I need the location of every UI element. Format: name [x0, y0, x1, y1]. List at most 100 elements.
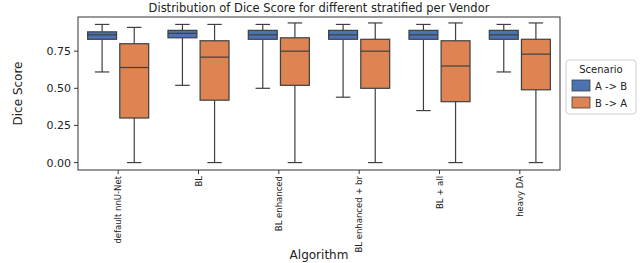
whisker-low — [101, 39, 102, 72]
x-axis-label: Algorithm — [290, 248, 349, 262]
cap-low — [207, 162, 221, 163]
box — [88, 32, 117, 39]
y-tick-label: 0.25 — [47, 119, 72, 132]
whisker-low — [214, 100, 215, 162]
whisker-low — [262, 39, 263, 88]
x-tick-label: BL enhanced + br — [354, 176, 364, 253]
y-tick-label: 0.00 — [47, 157, 72, 170]
whisker-low — [455, 102, 456, 163]
x-tick-label: BL enhanced — [274, 176, 284, 231]
x-tick — [359, 170, 360, 174]
cap-high — [288, 22, 302, 23]
median — [329, 34, 358, 35]
chart: Distribution of Dice Score for different… — [0, 0, 640, 263]
cap-low — [416, 110, 430, 111]
y-tick — [74, 51, 78, 52]
median — [489, 34, 518, 35]
box — [521, 39, 550, 90]
cap-low — [175, 85, 189, 86]
legend-box — [566, 60, 636, 114]
x-tick — [118, 170, 119, 174]
x-tick — [439, 170, 440, 174]
box — [361, 39, 390, 88]
cap-low — [497, 71, 511, 72]
cap-high — [368, 22, 382, 23]
whisker-high — [423, 24, 424, 30]
y-tick-label: 0.75 — [47, 45, 72, 58]
legend-swatch — [572, 80, 590, 91]
median — [441, 65, 470, 66]
legend-label: A -> B — [595, 81, 627, 92]
whisker-high — [134, 27, 135, 43]
whisker-high — [343, 24, 344, 30]
cap-high — [448, 22, 462, 23]
median — [361, 51, 390, 52]
whisker-low — [343, 39, 344, 97]
whisker-high — [503, 24, 504, 30]
box — [329, 30, 358, 39]
cap-low — [336, 97, 350, 98]
marks — [88, 23, 551, 163]
cap-high — [416, 24, 430, 25]
median — [200, 57, 229, 58]
cap-low — [368, 162, 382, 163]
x-tick — [519, 170, 520, 174]
cap-low — [95, 71, 109, 72]
box — [280, 38, 309, 86]
box — [168, 30, 197, 37]
whisker-high — [455, 23, 456, 41]
x-tick — [278, 170, 279, 174]
whisker-low — [423, 39, 424, 110]
whisker-low — [503, 39, 504, 72]
legend-title: Scenario — [579, 64, 622, 75]
cap-low — [448, 162, 462, 163]
cap-low — [529, 162, 543, 163]
x-tick-label: BL — [194, 176, 204, 187]
whisker-low — [182, 38, 183, 86]
y-tick — [74, 88, 78, 89]
cap-high — [127, 27, 141, 28]
whisker-high — [294, 23, 295, 38]
median — [168, 33, 197, 34]
cap-high — [529, 22, 543, 23]
median — [409, 34, 438, 35]
y-tick — [74, 125, 78, 126]
cap-low — [288, 162, 302, 163]
cap-low — [127, 162, 141, 163]
whisker-low — [535, 90, 536, 163]
whisker-high — [101, 24, 102, 31]
cap-low — [256, 88, 270, 89]
box — [120, 44, 149, 118]
cap-high — [336, 24, 350, 25]
median — [521, 54, 550, 55]
whisker-high — [214, 24, 215, 40]
box — [248, 30, 277, 39]
box — [489, 30, 518, 39]
box — [409, 30, 438, 39]
cap-high — [497, 24, 511, 25]
x-tick — [198, 170, 199, 174]
y-axis-label: Dice Score — [11, 62, 25, 126]
median — [280, 51, 309, 52]
whisker-low — [294, 85, 295, 162]
cap-high — [175, 24, 189, 25]
whisker-low — [134, 118, 135, 163]
whisker-high — [535, 23, 536, 39]
cap-high — [207, 24, 221, 25]
cap-high — [256, 24, 270, 25]
title: Distribution of Dice Score for different… — [149, 1, 490, 15]
legend-swatch — [572, 97, 590, 108]
median — [120, 67, 149, 68]
x-tick-label: default nnU-Net — [113, 175, 123, 243]
y-tick — [74, 162, 78, 163]
cap-high — [95, 24, 109, 25]
box — [200, 41, 229, 100]
whisker-low — [375, 88, 376, 162]
x-tick-label: BL + all — [435, 176, 445, 209]
box — [441, 41, 470, 102]
frame — [78, 17, 560, 170]
y-tick-label: 0.50 — [47, 82, 72, 95]
median — [248, 34, 277, 35]
median — [88, 34, 117, 35]
whisker-high — [262, 24, 263, 30]
